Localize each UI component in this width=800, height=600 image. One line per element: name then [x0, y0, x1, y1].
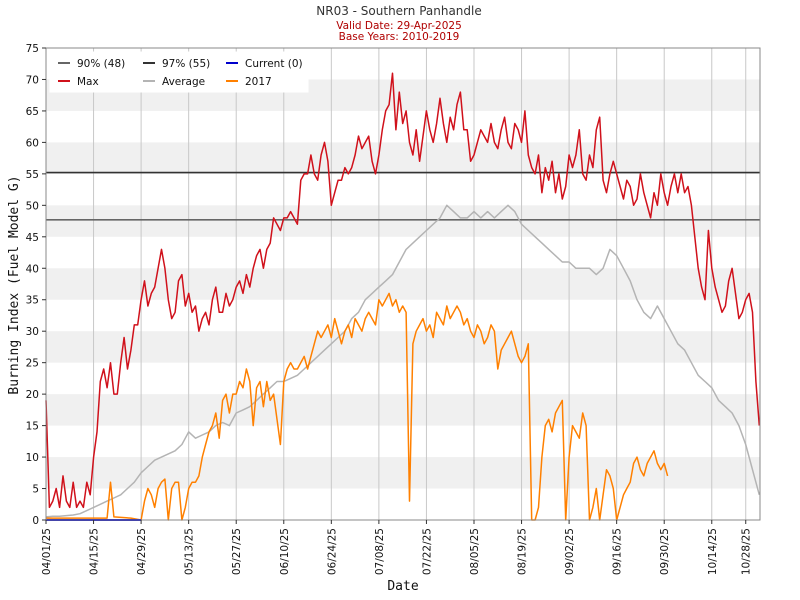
y-tick-label: 20	[26, 389, 39, 401]
x-tick-label: 05/27/25	[231, 528, 243, 575]
y-tick-label: 70	[26, 74, 39, 86]
x-tick-label: 09/30/25	[659, 528, 671, 575]
series-line	[45, 204, 761, 518]
y-tick-label: 55	[26, 169, 39, 181]
y-tick-label: 25	[26, 358, 39, 370]
legend-entry: Max	[77, 76, 99, 88]
plot-background	[46, 48, 760, 520]
x-tick-label: 09/16/25	[612, 528, 624, 575]
x-tick-label: 10/14/25	[707, 528, 719, 575]
x-tick-label: 05/13/25	[184, 528, 196, 575]
y-tick-label: 50	[26, 200, 39, 212]
x-tick-label: 04/29/25	[136, 528, 148, 575]
y-tick-label: 0	[32, 515, 39, 527]
plot-band	[46, 205, 760, 237]
chart-subtitle-valid-date: Valid Date: 29-Apr-2025	[336, 20, 462, 32]
plot-band	[46, 142, 760, 174]
chart-title: NR03 - Southern Panhandle	[316, 4, 482, 18]
x-tick-label: 07/08/25	[374, 528, 386, 575]
x-tick-label: 04/15/25	[89, 528, 101, 575]
legend-entry: 90% (48)	[77, 58, 125, 70]
x-tick-label: 08/05/25	[469, 528, 481, 575]
x-tick-label: 06/24/25	[326, 528, 338, 575]
x-tick-label: 07/22/25	[421, 528, 433, 575]
x-tick-label: 10/28/25	[741, 528, 753, 575]
plot-band	[46, 331, 760, 363]
x-tick-label: 04/01/25	[41, 528, 53, 575]
legend-entry: Average	[162, 76, 205, 88]
percentile-lines	[46, 171, 760, 221]
legend-entry: 2017	[245, 76, 272, 88]
legend-box	[49, 51, 309, 93]
y-axis-ticks: 0 5 10 15 20 25 30 35 40 45 50 55 60 65 70 75	[26, 43, 46, 527]
y-tick-label: 5	[32, 484, 39, 496]
series-line	[46, 292, 669, 521]
y-axis-label: Burning Index (Fuel Model G)	[7, 175, 22, 394]
x-tick-label: 09/02/25	[564, 528, 576, 575]
legend-entry: 97% (55)	[162, 58, 210, 70]
x-tick-label: 06/10/25	[279, 528, 291, 575]
x-axis-ticks: 04/01/25 04/15/25 04/29/25 05/13/25 05/27/25…	[41, 520, 753, 575]
x-axis-label: Date	[387, 579, 418, 594]
y-tick-label: 30	[26, 326, 39, 338]
y-tick-label: 65	[26, 106, 39, 118]
y-tick-label: 40	[26, 263, 39, 275]
y-tick-label: 75	[26, 43, 39, 55]
y-tick-label: 15	[26, 421, 39, 433]
plot-frame	[45, 47, 761, 521]
y-tick-label: 10	[26, 452, 39, 464]
y-tick-label: 45	[26, 232, 39, 244]
y-tick-label: 35	[26, 295, 39, 307]
legend: 90% (48) 97% (55) Current (0) Max Average 201…	[49, 51, 309, 93]
plot-band	[46, 394, 760, 426]
x-tick-label: 08/19/25	[517, 528, 529, 575]
series-line	[45, 72, 761, 509]
plot-band	[46, 268, 760, 300]
chart-subtitle-base-years: Base Years: 2010-2019	[339, 31, 460, 43]
y-tick-label: 60	[26, 137, 39, 149]
legend-entry: Current (0)	[245, 58, 303, 70]
series-lines	[45, 72, 761, 521]
